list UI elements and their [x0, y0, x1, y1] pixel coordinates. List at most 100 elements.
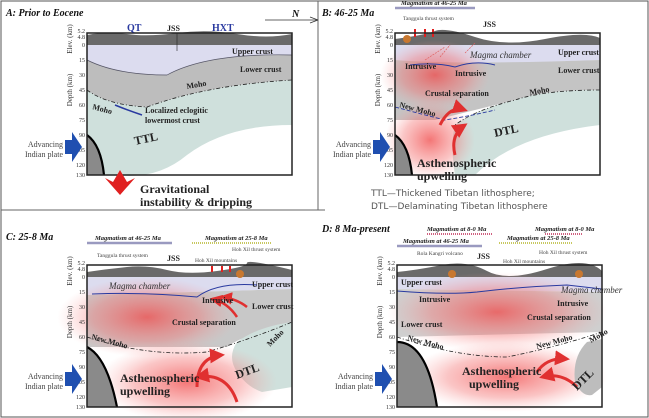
elev-axis-label: Elev. (km) — [376, 256, 384, 286]
hxt-label: HXT — [212, 23, 234, 34]
lower-crust-label: Lower crust — [401, 320, 443, 329]
depth-tick-label: 105 — [384, 148, 393, 154]
depth-tick-label: 60 — [387, 103, 393, 109]
panel-a: QT JSS HXT Upper crust Lower crust Moho … — [86, 23, 293, 176]
dtl-layer — [574, 339, 602, 396]
intrusive-label: Intrusive — [202, 296, 234, 305]
depth-tick-label: 30 — [79, 305, 85, 311]
depth-tick-label: 75 — [79, 118, 85, 124]
magmatism-label: Magmatism at 8-0 Ma — [534, 226, 595, 233]
depth-tick-label: 90 — [79, 365, 85, 371]
depth-tick-label: 90 — [79, 133, 85, 139]
depth-tick-label: 105 — [76, 148, 85, 154]
dripping-arrow — [105, 170, 135, 195]
jss-label: JSS — [483, 20, 496, 29]
panel-b-title: B: 46-25 Ma — [321, 8, 374, 19]
indian-plate — [87, 347, 117, 407]
indian-plate-arrow-icon — [373, 132, 390, 162]
panel-d-title: D: 8 Ma-present — [321, 224, 391, 235]
legend-ttl: TTL—Thickened Tibetan lithosphere; — [370, 189, 535, 199]
indian-plate — [395, 135, 412, 175]
upper-crust-label: Upper crust — [558, 48, 599, 57]
upper-crust-label: Upper crust — [401, 278, 442, 287]
crustal-separation-label: Crustal separation — [527, 313, 591, 322]
elev-tick-label: 4.8 — [386, 35, 394, 41]
moho-line — [454, 89, 601, 126]
panel-c: Magmatism at 46-25 Ma Magmatism at 25-8 … — [57, 235, 294, 418]
hot-zone — [387, 272, 607, 352]
magmatism-label: Magmatism at 25-8 Ma — [506, 235, 570, 242]
depth-tick-label: 30 — [387, 73, 393, 79]
depth-tick-label: 130 — [386, 405, 395, 411]
depth-tick-label: 105 — [76, 380, 85, 386]
magmatism-label: Magmatism at 46-25 Ma — [94, 235, 162, 242]
indian-plate-label: Advancing — [28, 140, 63, 149]
panel-d: Magmatism at 8-0 Ma Magmatism at 8-0 Ma … — [387, 226, 623, 412]
intrusive-label: Intrusive — [455, 69, 487, 78]
indian-plate-arrow-icon — [65, 364, 82, 394]
jss-label: JSS — [167, 254, 180, 263]
volcano-icon — [448, 270, 456, 278]
depth-tick-label: 45 — [79, 88, 85, 94]
depth-axis-label: Depth (km) — [66, 305, 74, 338]
new-moho-line — [394, 106, 496, 121]
asthenosphere-label: Asthenospheric — [417, 156, 497, 170]
depth-tick-label: 130 — [76, 173, 85, 179]
indian-plate — [87, 135, 104, 175]
thrust-label: Hoh Xil thrust system — [539, 250, 588, 256]
lower-crust-label: Lower crust — [240, 65, 282, 74]
depth-tick-label: 0 — [82, 43, 85, 49]
depth-tick-label: 120 — [76, 163, 85, 169]
panel-c-title: C: 25-8 Ma — [6, 232, 53, 243]
upper-crust-layer — [87, 45, 292, 75]
depth-tick-label: 0 — [390, 43, 393, 49]
volcano-icon — [403, 35, 411, 43]
dripping-label: instability & dripping — [140, 195, 252, 209]
panel-b: Magmatism at 46-25 Ma Tanggula thrust sy… — [380, 0, 601, 183]
depth-axis-label: Depth (km) — [374, 73, 382, 106]
magma-chamber-label: Magma chamber — [560, 285, 623, 295]
lower-crust-layer — [87, 54, 292, 107]
north-arrow: N — [265, 9, 319, 24]
volcano-label: Rola Kangri volcano — [417, 251, 463, 257]
indian-plate-label: Indian plate — [335, 382, 373, 391]
magmatism-label: Magmatism at 46-25 Ma — [400, 0, 468, 7]
thrust-label: Tanggula thrust system — [97, 253, 149, 259]
elev-tick-label: 5.2 — [78, 261, 86, 267]
asthenosphere-label: upwelling — [120, 384, 170, 398]
depth-tick-label: 30 — [389, 305, 395, 311]
moho-label: Moho — [186, 79, 207, 91]
jss-label: JSS — [167, 24, 180, 33]
intrusive-label: Intrusive — [557, 299, 589, 308]
asthenosphere-label: upwelling — [469, 377, 519, 391]
eclogite-label: Localized eclogitic — [145, 106, 208, 115]
depth-axis-label: Depth (km) — [376, 305, 384, 338]
mountains-label: Hoh Xil mountains — [195, 258, 237, 264]
depth-tick-label: 105 — [386, 380, 395, 386]
crustal-separation-label: Crustal separation — [425, 89, 489, 98]
intrusive-label: Intrusive — [405, 62, 437, 71]
topography — [87, 31, 292, 45]
indian-plate-label: Indian plate — [25, 382, 63, 391]
depth-tick-label: 15 — [79, 58, 85, 64]
elev-tick-label: 5.2 — [386, 29, 394, 35]
indian-plate-label: Indian plate — [25, 150, 63, 159]
depth-tick-label: 130 — [76, 405, 85, 411]
depth-tick-label: 15 — [389, 290, 395, 296]
asthenosphere-label: Asthenospheric — [120, 371, 200, 385]
indian-plate-arrow-icon — [375, 364, 392, 394]
north-label: N — [291, 9, 300, 20]
depth-tick-label: 130 — [384, 173, 393, 179]
magmatism-label: Magmatism at 8-0 Ma — [426, 226, 487, 233]
depth-tick-label: 75 — [79, 350, 85, 356]
volcano-icon — [575, 270, 583, 278]
asthenosphere-label: upwelling — [417, 169, 467, 183]
ttl-label: TTL — [133, 129, 159, 148]
depth-tick-label: 15 — [387, 58, 393, 64]
hot-zone — [380, 40, 490, 110]
depth-tick-label: 15 — [79, 290, 85, 296]
